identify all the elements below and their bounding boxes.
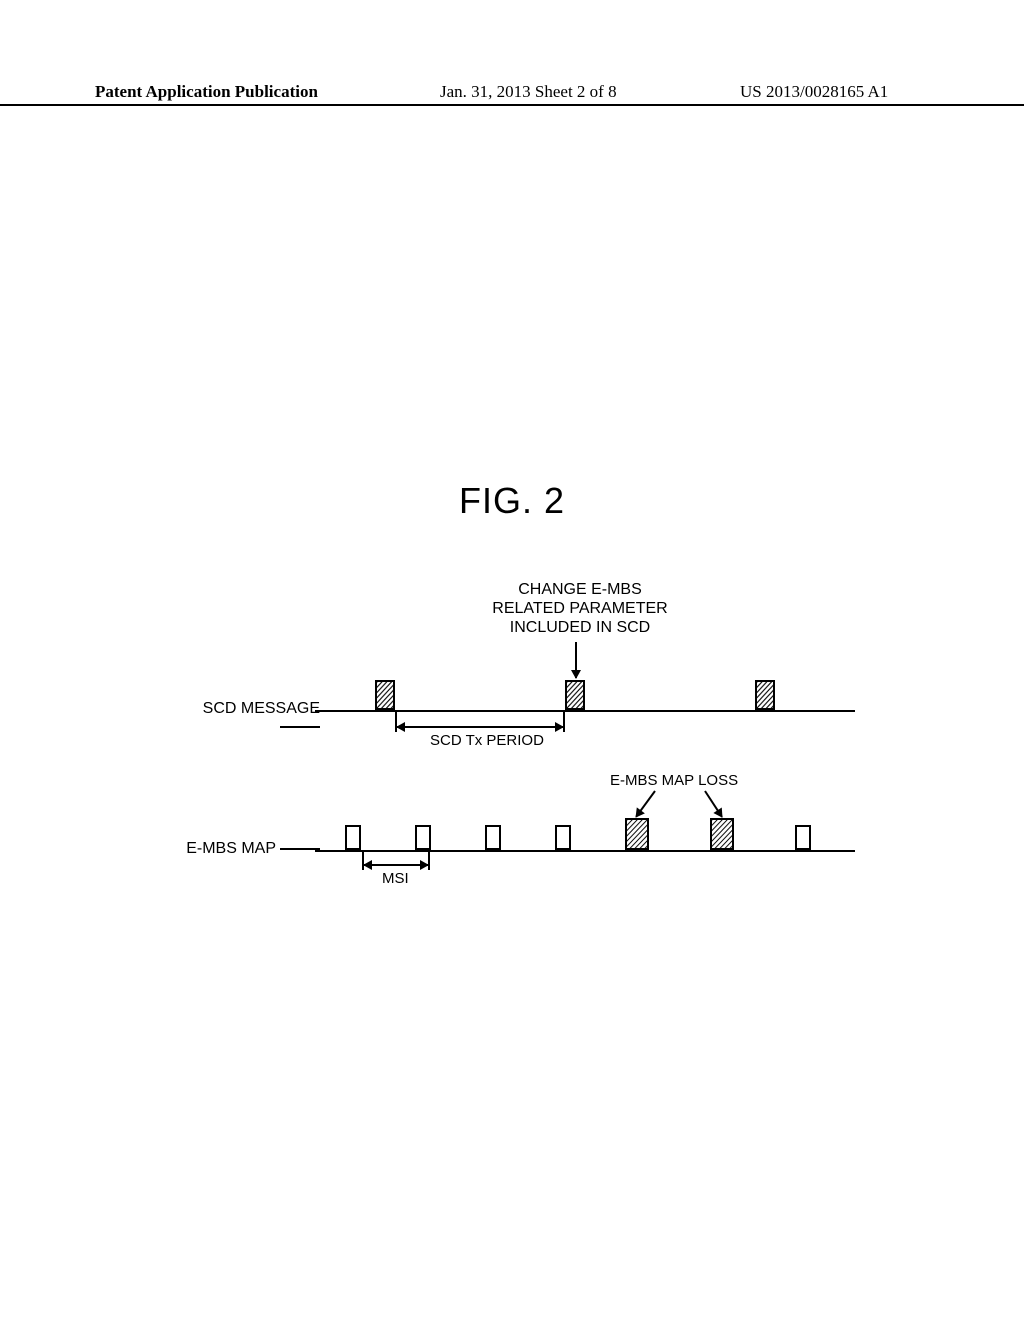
- change-label: CHANGE E-MBSRELATED PARAMETERINCLUDED IN…: [480, 580, 680, 638]
- msi-period-marker: MSI: [362, 852, 430, 892]
- down-arrow-icon: [575, 642, 577, 678]
- change-label-line: RELATED PARAMETER: [480, 599, 680, 618]
- scd-tx-period-marker: SCD Tx PERIOD: [395, 712, 565, 752]
- msi-period-label: MSI: [382, 870, 409, 887]
- map-box: [415, 825, 431, 850]
- embs-map-label: E-MBS MAP: [178, 840, 320, 858]
- header-publication: Patent Application Publication: [95, 82, 318, 102]
- scd-msg-box: [565, 680, 585, 710]
- figure-title: FIG. 2: [0, 480, 1024, 522]
- figure-diagram: CHANGE E-MBSRELATED PARAMETERINCLUDED IN…: [170, 580, 870, 910]
- double-arrow-icon: [364, 864, 428, 866]
- map-box: [485, 825, 501, 850]
- embs-map-loss-label: E-MBS MAP LOSS: [610, 772, 738, 789]
- page-header: Patent Application Publication Jan. 31, …: [0, 82, 1024, 106]
- diagonal-arrow-icon: [704, 790, 723, 817]
- change-label-line: CHANGE E-MBS: [480, 580, 680, 599]
- map-box: [555, 825, 571, 850]
- header-date-sheet: Jan. 31, 2013 Sheet 2 of 8: [440, 82, 617, 102]
- scd-msg-box: [755, 680, 775, 710]
- scd-period-label: SCD Tx PERIOD: [430, 732, 544, 749]
- scd-message-label: SCD MESSAGE: [160, 700, 320, 736]
- map-box: [345, 825, 361, 850]
- lost-map-box: [710, 818, 734, 850]
- map-box: [795, 825, 811, 850]
- double-arrow-icon: [397, 726, 563, 728]
- lost-map-box: [625, 818, 649, 850]
- header-pubnum: US 2013/0028165 A1: [740, 82, 888, 102]
- scd-msg-box: [375, 680, 395, 710]
- leader-line-icon: [280, 848, 320, 850]
- embs-map-text: E-MBS MAP: [186, 840, 276, 857]
- scd-message-text: SCD MESSAGE: [203, 700, 320, 717]
- change-label-line: INCLUDED IN SCD: [480, 618, 680, 637]
- leader-line-icon: [280, 726, 320, 728]
- diagonal-arrow-icon: [635, 790, 656, 817]
